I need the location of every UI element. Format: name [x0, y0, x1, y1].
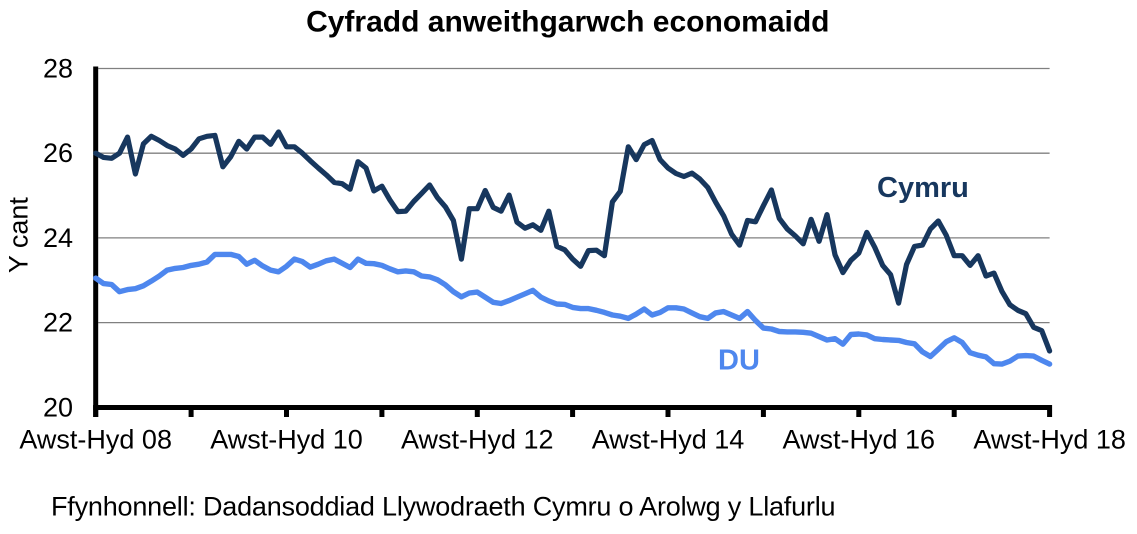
- svg-text:Cymru: Cymru: [877, 172, 969, 204]
- svg-text:26: 26: [43, 138, 73, 168]
- svg-text:Awst-Hyd 16: Awst-Hyd 16: [783, 425, 936, 455]
- svg-text:24: 24: [43, 223, 73, 253]
- svg-text:Awst-Hyd 12: Awst-Hyd 12: [401, 425, 554, 455]
- svg-text:20: 20: [43, 392, 73, 422]
- svg-text:Y cant: Y cant: [3, 197, 33, 274]
- svg-text:Awst-Hyd 18: Awst-Hyd 18: [973, 425, 1126, 455]
- svg-text:Awst-Hyd 08: Awst-Hyd 08: [19, 425, 172, 455]
- svg-text:Awst-Hyd 14: Awst-Hyd 14: [592, 425, 745, 455]
- svg-text:22: 22: [43, 308, 73, 338]
- svg-text:Awst-Hyd 10: Awst-Hyd 10: [210, 425, 363, 455]
- svg-text:Cyfradd anweithgarwch economai: Cyfradd anweithgarwch economaidd: [306, 6, 829, 39]
- svg-text:DU: DU: [718, 345, 760, 377]
- svg-text:28: 28: [43, 54, 73, 84]
- svg-text:Ffynhonnell: Dadansoddiad Llyw: Ffynhonnell: Dadansoddiad Llywodraeth Cy…: [51, 491, 835, 521]
